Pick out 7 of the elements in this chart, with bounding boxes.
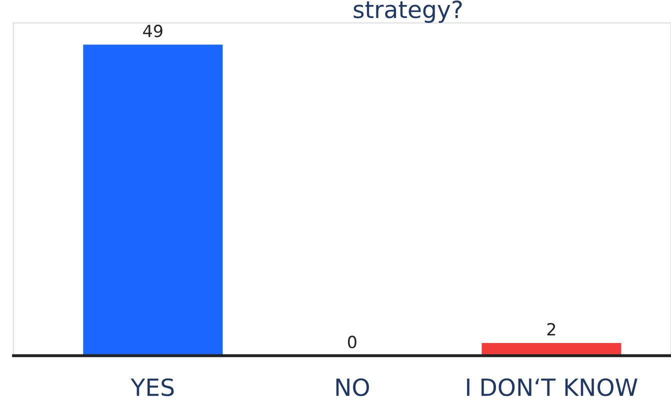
data-label: 2: [547, 322, 556, 336]
data-label: 49: [143, 24, 162, 38]
x-tick-label: NO: [336, 378, 369, 396]
x-tick-label: YES: [130, 378, 174, 396]
x-tick-label: I DON‘T KNOW: [467, 378, 638, 396]
data-label: 0: [348, 336, 356, 348]
chart-title: strategy?: [354, 0, 462, 23]
